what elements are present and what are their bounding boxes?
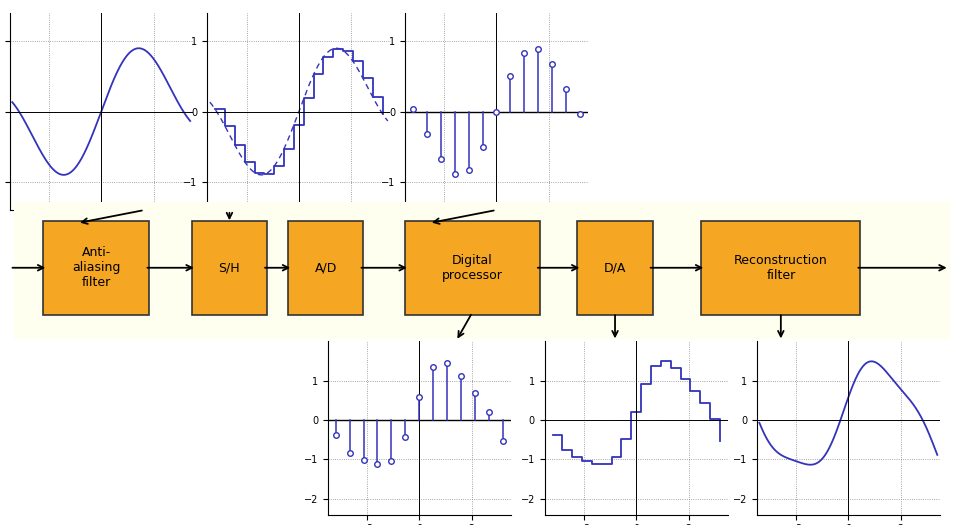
FancyBboxPatch shape — [288, 220, 363, 315]
Text: Reconstruction
filter: Reconstruction filter — [734, 254, 828, 282]
FancyBboxPatch shape — [192, 220, 267, 315]
Text: D/A: D/A — [603, 261, 627, 274]
Text: S/H: S/H — [219, 261, 240, 274]
FancyBboxPatch shape — [405, 220, 540, 315]
FancyBboxPatch shape — [577, 220, 653, 315]
Text: Anti-
aliasing
filter: Anti- aliasing filter — [72, 246, 120, 289]
Bar — [14, 202, 950, 339]
FancyBboxPatch shape — [702, 220, 861, 315]
FancyBboxPatch shape — [43, 220, 149, 315]
Text: Digital
processor: Digital processor — [442, 254, 503, 282]
Text: A/D: A/D — [314, 261, 337, 274]
